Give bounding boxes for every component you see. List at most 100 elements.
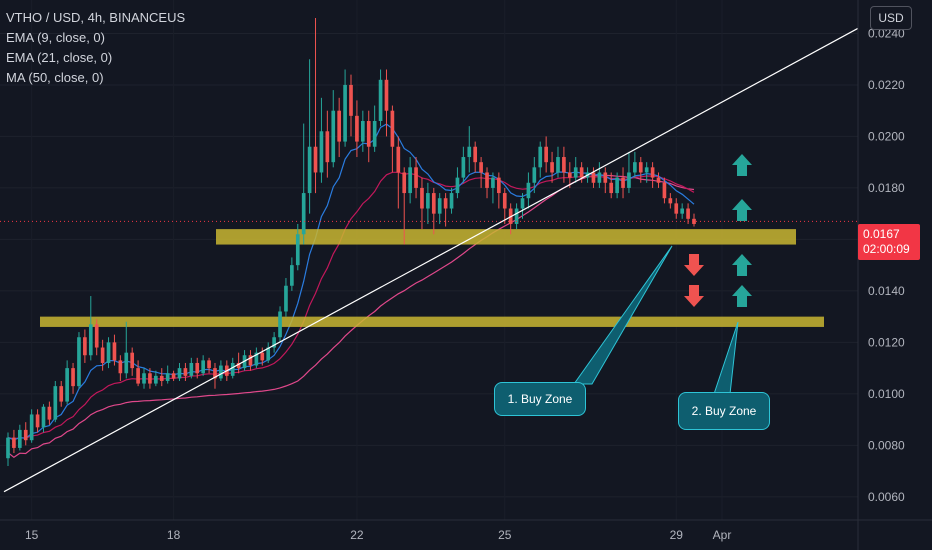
candle-body bbox=[674, 203, 679, 214]
candle-body bbox=[449, 193, 454, 209]
direction-arrows bbox=[684, 154, 752, 307]
candle-body bbox=[497, 177, 501, 194]
candle-body bbox=[491, 177, 495, 188]
callout-pointer-2 bbox=[713, 321, 739, 395]
symbol-title: VTHO / USD, 4h, BINANCEUS bbox=[6, 10, 186, 25]
candle-body bbox=[71, 368, 75, 387]
currency-button[interactable]: USD bbox=[870, 6, 912, 30]
bar-countdown: 02:00:09 bbox=[863, 242, 910, 256]
candle-body bbox=[532, 167, 537, 183]
candle-body bbox=[301, 193, 306, 235]
candle-body bbox=[189, 362, 194, 376]
down-arrow-icon bbox=[684, 285, 704, 307]
candle-body bbox=[207, 360, 211, 369]
y-tick-label: 0.0220 bbox=[868, 78, 905, 92]
candle-body bbox=[479, 162, 483, 173]
candle-body bbox=[100, 347, 105, 363]
up-arrow-icon bbox=[732, 199, 752, 221]
ma50-line bbox=[7, 174, 695, 459]
candle-body bbox=[77, 337, 81, 387]
candle-body bbox=[579, 167, 584, 178]
candle-body bbox=[562, 157, 566, 173]
x-tick-label: 15 bbox=[25, 528, 39, 542]
y-tick-label: 0.0060 bbox=[868, 490, 905, 504]
candle-body bbox=[443, 198, 448, 209]
candle-body bbox=[118, 360, 123, 374]
candle-body bbox=[159, 375, 164, 381]
x-tick-label: 22 bbox=[350, 528, 364, 542]
candlesticks bbox=[6, 18, 696, 466]
candle-body bbox=[106, 342, 111, 363]
ema9-path bbox=[7, 123, 695, 441]
candle-body bbox=[550, 162, 554, 173]
down-arrow-icon bbox=[684, 254, 704, 276]
candle-body bbox=[195, 362, 200, 374]
trendline[interactable] bbox=[3, 27, 859, 493]
candle-body bbox=[349, 84, 353, 116]
candle-body bbox=[633, 162, 637, 173]
candle-body bbox=[313, 146, 318, 173]
candle-body bbox=[236, 362, 241, 369]
candle-body bbox=[650, 167, 655, 178]
candle-body bbox=[88, 324, 93, 356]
buy-zone-1-label[interactable]: 1. Buy Zone bbox=[494, 382, 586, 416]
candle-body bbox=[514, 208, 519, 224]
candle-body bbox=[177, 368, 182, 379]
candle-body bbox=[254, 352, 259, 366]
candle-body bbox=[467, 146, 472, 158]
candle-body bbox=[325, 131, 330, 163]
candle-body bbox=[319, 131, 324, 173]
candle-body bbox=[12, 437, 16, 448]
candle-body bbox=[337, 110, 342, 142]
candle-body bbox=[597, 172, 602, 183]
candle-body bbox=[609, 182, 614, 194]
buy-zone-band bbox=[216, 229, 796, 245]
ema21-path bbox=[7, 171, 695, 440]
callout-pointer-1 bbox=[573, 245, 673, 385]
x-tick-label: 29 bbox=[670, 528, 684, 542]
candle-body bbox=[668, 198, 673, 204]
buy-zone-2-label[interactable]: 2. Buy Zone bbox=[678, 392, 770, 430]
candle-body bbox=[437, 198, 442, 214]
candle-body bbox=[396, 146, 401, 173]
buy-zone-band bbox=[40, 316, 824, 327]
y-tick-label: 0.0180 bbox=[868, 181, 905, 195]
candle-body bbox=[414, 167, 418, 188]
ma50-label[interactable]: MA (50, close, 0) bbox=[6, 70, 104, 85]
ema21-label[interactable]: EMA (21, close, 0) bbox=[6, 50, 113, 65]
candle-body bbox=[355, 115, 359, 142]
candle-body bbox=[603, 172, 608, 183]
candle-body bbox=[420, 187, 424, 209]
ma50-path bbox=[7, 174, 695, 459]
candle-body bbox=[638, 162, 643, 173]
candle-body bbox=[520, 198, 525, 209]
candle-body bbox=[431, 193, 436, 214]
candle-body bbox=[627, 172, 631, 188]
candle-body bbox=[384, 79, 389, 111]
price-axis[interactable]: 0.02400.02200.02000.01800.01600.01400.01… bbox=[857, 0, 905, 550]
callout-pointers bbox=[573, 245, 739, 395]
up-arrow-icon bbox=[732, 254, 752, 276]
candle-body bbox=[307, 146, 312, 194]
ema9-label[interactable]: EMA (9, close, 0) bbox=[6, 30, 105, 45]
time-axis[interactable]: 15 18 22 25 29 Apr bbox=[0, 519, 932, 542]
chart-legend: VTHO / USD, 4h, BINANCEUS EMA (9, close,… bbox=[6, 8, 185, 88]
candle-body bbox=[47, 406, 52, 420]
y-tick-label: 0.0080 bbox=[868, 438, 905, 452]
buy-zones[interactable] bbox=[40, 229, 824, 327]
up-arrow-icon bbox=[732, 285, 752, 307]
candle-body bbox=[272, 337, 276, 348]
candle-body bbox=[556, 157, 560, 173]
candle-body bbox=[201, 360, 205, 374]
candle-body bbox=[502, 193, 507, 209]
candle-body bbox=[331, 110, 336, 163]
candle-body bbox=[485, 172, 489, 188]
candle-body bbox=[124, 352, 129, 374]
candle-body bbox=[284, 285, 288, 312]
candle-body bbox=[390, 110, 395, 147]
candle-body bbox=[17, 429, 22, 448]
candle-body bbox=[378, 79, 383, 121]
candle-body bbox=[526, 182, 531, 199]
candle-body bbox=[295, 234, 300, 266]
